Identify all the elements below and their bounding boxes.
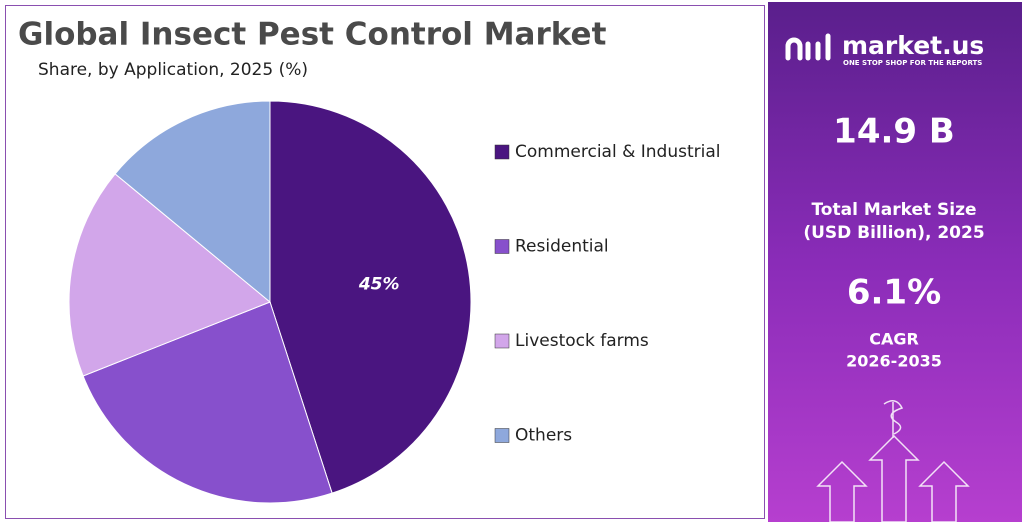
pie: 45% xyxy=(68,100,472,504)
market-size-label: Total Market Size xyxy=(811,200,976,220)
legend-swatch xyxy=(494,333,510,349)
market-size: 14.9 B xyxy=(833,112,955,152)
logo-icon xyxy=(785,33,831,61)
cagr-label: CAGR xyxy=(869,330,919,349)
pie-slice xyxy=(269,100,472,494)
legend: Commercial & Industrial Residential Livest… xyxy=(494,142,720,446)
cagr: 6.1% xyxy=(847,273,941,313)
legend-swatch xyxy=(494,144,510,160)
data-label: 45% xyxy=(358,275,400,295)
pie-slice xyxy=(82,301,333,504)
legend-label: Residential xyxy=(515,237,609,257)
legend-swatch xyxy=(494,239,510,254)
tagline: ONE STOP SHOP FOR THE REPORTS xyxy=(843,59,982,67)
pie-slice xyxy=(114,100,271,304)
pie-slice xyxy=(68,173,271,377)
chart-subtitle: Share, by Application, 2025 (%) xyxy=(38,60,308,80)
legend-label: Livestock farms xyxy=(515,331,649,351)
side-panel xyxy=(768,2,1022,522)
arrows-decoration xyxy=(816,400,970,523)
chart-title: Global Insect Pest Control Market xyxy=(18,17,607,53)
legend-label: Commercial & Industrial xyxy=(515,142,720,162)
legend-swatch xyxy=(494,428,510,443)
cagr-label: 2026-2035 xyxy=(846,352,942,371)
legend-label: Others xyxy=(515,426,572,446)
brand: market.us xyxy=(842,31,984,60)
market-size-label: (USD Billion), 2025 xyxy=(803,223,984,243)
